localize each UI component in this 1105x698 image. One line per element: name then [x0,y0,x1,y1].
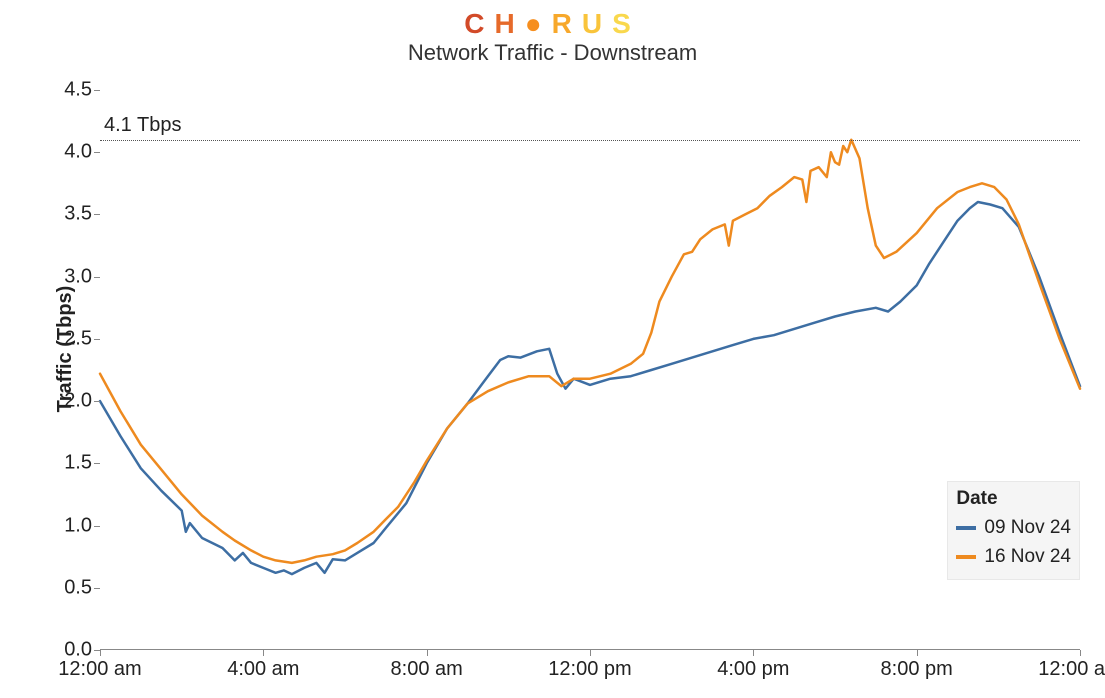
legend-title: Date [956,488,1071,510]
y-tick-mark [94,90,100,91]
legend-swatch [956,555,976,559]
y-tick-mark [94,588,100,589]
y-tick-mark [94,339,100,340]
logo-letter: ● [525,8,552,40]
x-tick-mark [590,650,591,656]
y-tick-mark [94,277,100,278]
plot-area: 0.00.51.01.52.02.53.03.54.04.512:00 am4:… [100,90,1080,650]
chart-container: CH●RUS Network Traffic - Downstream Traf… [0,0,1105,698]
brand-logo: CH●RUS [0,8,1105,40]
x-tick-mark [427,650,428,656]
logo-letter: S [612,8,641,40]
x-tick-mark [753,650,754,656]
series-line [100,202,1080,574]
legend-item: 09 Nov 24 [956,514,1071,543]
x-tick-mark [1080,650,1081,656]
reference-line [100,140,1080,141]
x-tick-label: 12:00 am [1038,650,1105,681]
logo-letter: H [494,8,524,40]
y-tick-mark [94,152,100,153]
x-tick-mark [100,650,101,656]
legend-label: 16 Nov 24 [984,543,1071,572]
series-line [100,140,1080,563]
logo-letter: C [464,8,494,40]
logo-letter: U [582,8,612,40]
y-tick-mark [94,214,100,215]
x-tick-mark [263,650,264,656]
legend-label: 09 Nov 24 [984,514,1071,543]
y-tick-mark [94,526,100,527]
chart-title: Network Traffic - Downstream [0,40,1105,66]
reference-line-label: 4.1 Tbps [104,114,185,137]
x-tick-mark [917,650,918,656]
logo-letter: R [552,8,582,40]
legend: Date 09 Nov 2416 Nov 24 [947,481,1080,580]
legend-item: 16 Nov 24 [956,543,1071,572]
y-tick-mark [94,463,100,464]
line-series-layer [100,90,1080,650]
legend-swatch [956,526,976,530]
y-tick-mark [94,401,100,402]
